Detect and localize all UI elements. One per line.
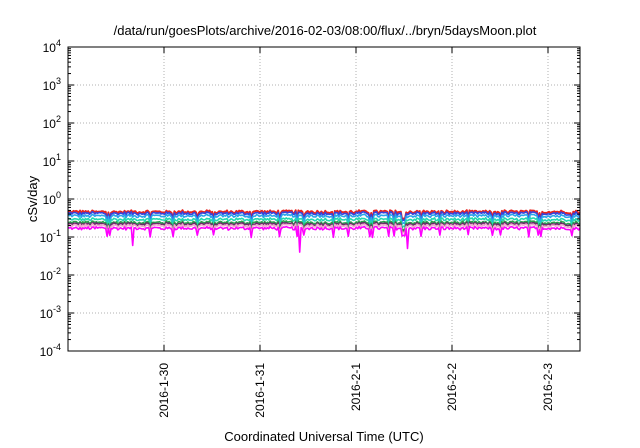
series-group	[67, 209, 581, 253]
y-tick-label: 102	[43, 114, 61, 131]
x-tick-label: 2016-2-1	[349, 363, 363, 411]
x-tick-label: 2016-1-31	[253, 363, 267, 418]
y-tick-label: 100	[43, 190, 61, 207]
series-line	[67, 225, 581, 253]
x-axis: 2016-1-30 2016-1-31 2016-2-1 2016-2-2 2016-2…	[157, 47, 555, 418]
y-tick-label: 10-4	[40, 342, 61, 359]
series-line	[67, 213, 581, 226]
series-line	[68, 221, 581, 235]
series-line	[67, 210, 581, 224]
series-line	[67, 223, 581, 236]
grid	[68, 47, 580, 351]
y-tick-label: 10-2	[40, 266, 61, 283]
series-line	[67, 220, 581, 233]
y-tick-label: 10-3	[40, 304, 61, 321]
series-line	[67, 216, 581, 230]
series-line	[67, 209, 581, 222]
x-axis-label: Coordinated Universal Time (UTC)	[224, 429, 423, 444]
x-tick-label: 2016-2-3	[541, 363, 555, 411]
y-axis-label: cSv/day	[25, 175, 40, 222]
x-tick-label: 2016-1-30	[157, 363, 171, 418]
x-tick-label: 2016-2-2	[445, 363, 459, 411]
chart-title: /data/run/goesPlots/archive/2016-02-03/0…	[114, 23, 537, 38]
y-tick-label: 10-1	[40, 228, 61, 245]
y-tick-label: 101	[43, 152, 61, 169]
y-axis: 10-4 10-3 10-2 10-1 100 101 102 103 104	[40, 38, 580, 359]
y-tick-label: 104	[43, 38, 61, 55]
y-tick-label: 103	[43, 76, 61, 93]
